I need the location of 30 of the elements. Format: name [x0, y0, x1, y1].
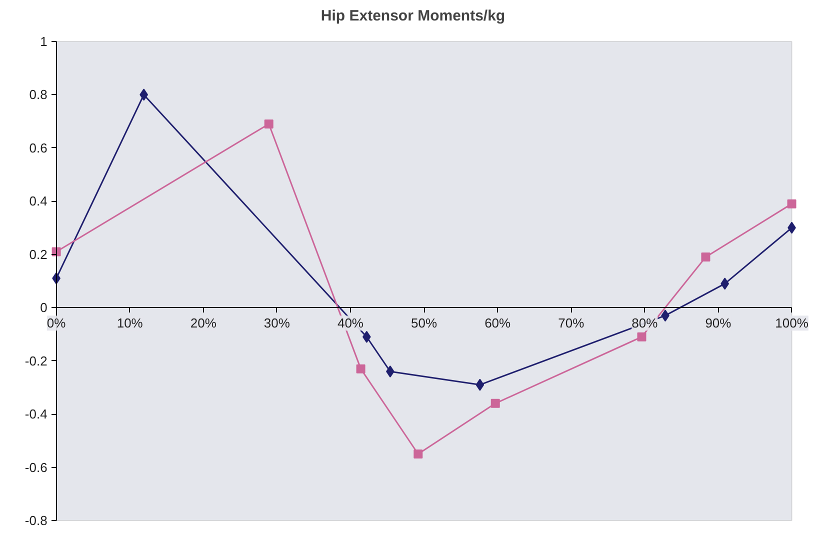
point — [490, 398, 500, 408]
x-tick-label: 70% — [558, 316, 585, 331]
y-tick-label: 0 — [40, 300, 48, 316]
point — [476, 378, 484, 391]
y-tick-label: -0.8 — [24, 513, 48, 528]
chart-title: Hip Extensor Moments/kg — [320, 8, 506, 24]
x-tick-label: 100% — [775, 316, 809, 331]
x-tick-label: 60% — [484, 316, 512, 331]
x-tick-label: 10% — [116, 316, 144, 331]
y-tick-label: -0.6 — [24, 460, 48, 475]
x-tick-label: 80% — [632, 316, 658, 331]
point — [787, 199, 796, 208]
point — [264, 119, 274, 128]
x-tick-label: 90% — [705, 316, 732, 331]
point — [701, 252, 710, 262]
point — [356, 364, 366, 374]
y-tick-label: 0.6 — [29, 140, 48, 156]
x-tick-label: 40% — [337, 316, 364, 331]
y-tick-label: -0.4 — [24, 406, 48, 422]
x-tick-label: 50% — [411, 316, 438, 331]
x-tick-label: 0% — [46, 316, 66, 331]
y-tick-label: 0.8 — [29, 87, 48, 102]
y-tick-label: 0.4 — [29, 194, 48, 209]
x-tick-label: 20% — [190, 316, 217, 331]
point — [637, 332, 646, 342]
y-tick-label: -0.2 — [24, 353, 48, 368]
y-tick-label: 0.2 — [29, 246, 48, 262]
x-tick-label: 30% — [264, 316, 290, 331]
point — [414, 449, 423, 458]
y-tick-label: 1 — [40, 34, 48, 49]
